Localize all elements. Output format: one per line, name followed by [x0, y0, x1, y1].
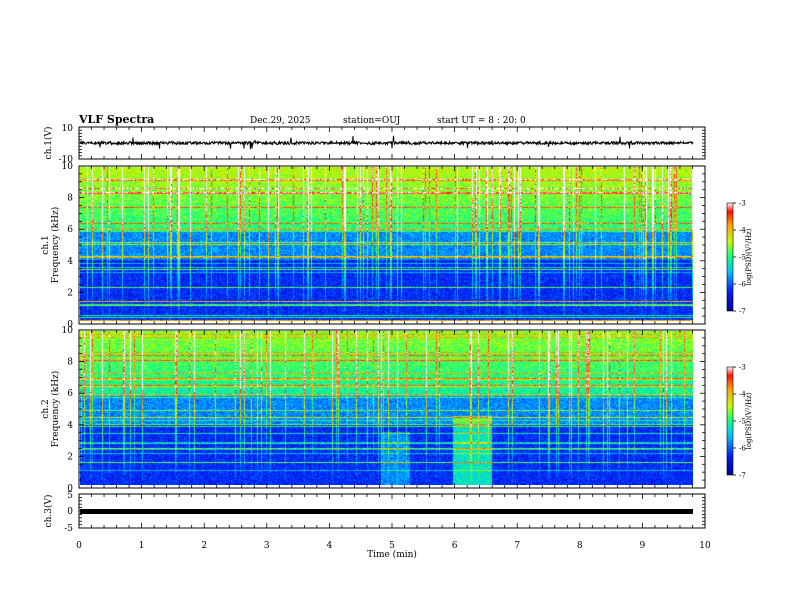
- ch3-ytick-top: 5: [67, 491, 73, 501]
- colorbar-tick-label: -5: [739, 254, 746, 262]
- colorbar-tick-label: -3: [739, 200, 746, 208]
- ch1-spec-ticks: [78, 165, 706, 325]
- y-tick-label: 0: [67, 320, 73, 330]
- y-tick-label: 8: [67, 194, 73, 204]
- ch3-waveform-panel: 5 0 -5 ch.3(V): [43, 491, 706, 534]
- y-tick-label: 4: [67, 421, 73, 431]
- ch2-spec-ylabel-line1: ch.2: [41, 399, 51, 418]
- ch1-colorbar-label: log(PSD)(V²/Hz): [745, 228, 753, 285]
- x-tick-label: 8: [577, 541, 583, 551]
- x-tick-label: 0: [76, 541, 82, 551]
- y-tick-label: 4: [67, 257, 73, 267]
- ch1-spec-ylabel-line2: Frequency (kHz): [50, 207, 61, 284]
- x-tick-label: 2: [201, 541, 207, 551]
- ch1-colorbar: [726, 202, 734, 312]
- x-axis-label: Time (min): [367, 549, 417, 560]
- y-tick-label: 10: [62, 326, 74, 336]
- colorbar-tick-label: -3: [739, 364, 746, 372]
- x-tick-label: 7: [514, 541, 520, 551]
- x-tick-label: 3: [264, 541, 270, 551]
- x-tick-label: 10: [699, 541, 711, 551]
- x-axis-ticklabels: 0 1 2 3 4 5 6 7 8 9 10: [76, 541, 711, 551]
- colorbar-tick-label: -6: [739, 445, 746, 453]
- ch1-ticks: [78, 126, 706, 160]
- ch2-colorbar-label: log(PSD)(V²/Hz): [745, 392, 753, 449]
- y-tick-label: 8: [67, 358, 73, 368]
- date-label: Dec.29, 2025: [250, 116, 311, 126]
- colorbar-tick-label: -6: [739, 281, 746, 289]
- ch1-ytick-bottom: -10: [59, 155, 74, 165]
- ch3-waveform-line: [80, 509, 693, 514]
- y-tick-label: 0: [67, 484, 73, 494]
- ch1-waveform-panel: 10 -10 ch.1(V): [43, 124, 706, 165]
- colorbar-tick-label: -5: [739, 418, 746, 426]
- ch1-ytick-top: 10: [62, 124, 74, 134]
- colorbar-tick-label: -7: [739, 472, 746, 480]
- ch2-spec-ylabel-line2: Frequency (kHz): [50, 371, 61, 448]
- ch1-ylabel: ch.1(V): [43, 127, 54, 160]
- ch1-spec-ylabel-line1: ch.1: [41, 235, 51, 254]
- ch1-colorbar-ticks: -3 -4 -5 -6 -7: [733, 200, 746, 316]
- station-label: station=OUJ: [343, 116, 401, 126]
- start-time-label: start UT = 8 : 20: 0: [437, 116, 526, 126]
- y-tick-label: 6: [67, 389, 73, 399]
- ch3-ytick-bottom: -5: [64, 524, 73, 534]
- colorbar-tick-label: -4: [739, 391, 746, 399]
- ch1-spec-yticklabels: 0 2 4 6 8 10: [62, 162, 74, 330]
- ch2-spectrogram-heatmap: [80, 331, 693, 485]
- y-tick-label: 2: [67, 288, 73, 298]
- x-tick-label: 9: [640, 541, 646, 551]
- ch2-spec-yticklabels: 0 2 4 6 8 10: [62, 326, 74, 494]
- y-tick-label: 10: [62, 162, 74, 172]
- y-tick-label: 2: [67, 452, 73, 462]
- x-tick-label: 6: [452, 541, 458, 551]
- ch3-ytick-middle: 0: [67, 507, 73, 517]
- ch3-ylabel: ch.3(V): [43, 495, 54, 528]
- ch3-ticks: [78, 493, 706, 529]
- ch1-waveform-line: [79, 135, 694, 150]
- colorbar-tick-label: -4: [739, 227, 746, 235]
- ch2-colorbar-ticks: -3 -4 -5 -6 -7: [733, 364, 746, 480]
- x-tick-label: 1: [139, 541, 145, 551]
- ch1-spectrogram-heatmap: [80, 167, 693, 321]
- colorbar-tick-label: -7: [739, 308, 746, 316]
- figure-title: VLF Spectra: [78, 113, 154, 126]
- y-tick-label: 6: [67, 225, 73, 235]
- ch2-spec-ticks: [78, 329, 706, 489]
- x-tick-label: 4: [327, 541, 333, 551]
- x-tick-label: 5: [389, 541, 395, 551]
- ch2-colorbar: [726, 366, 734, 476]
